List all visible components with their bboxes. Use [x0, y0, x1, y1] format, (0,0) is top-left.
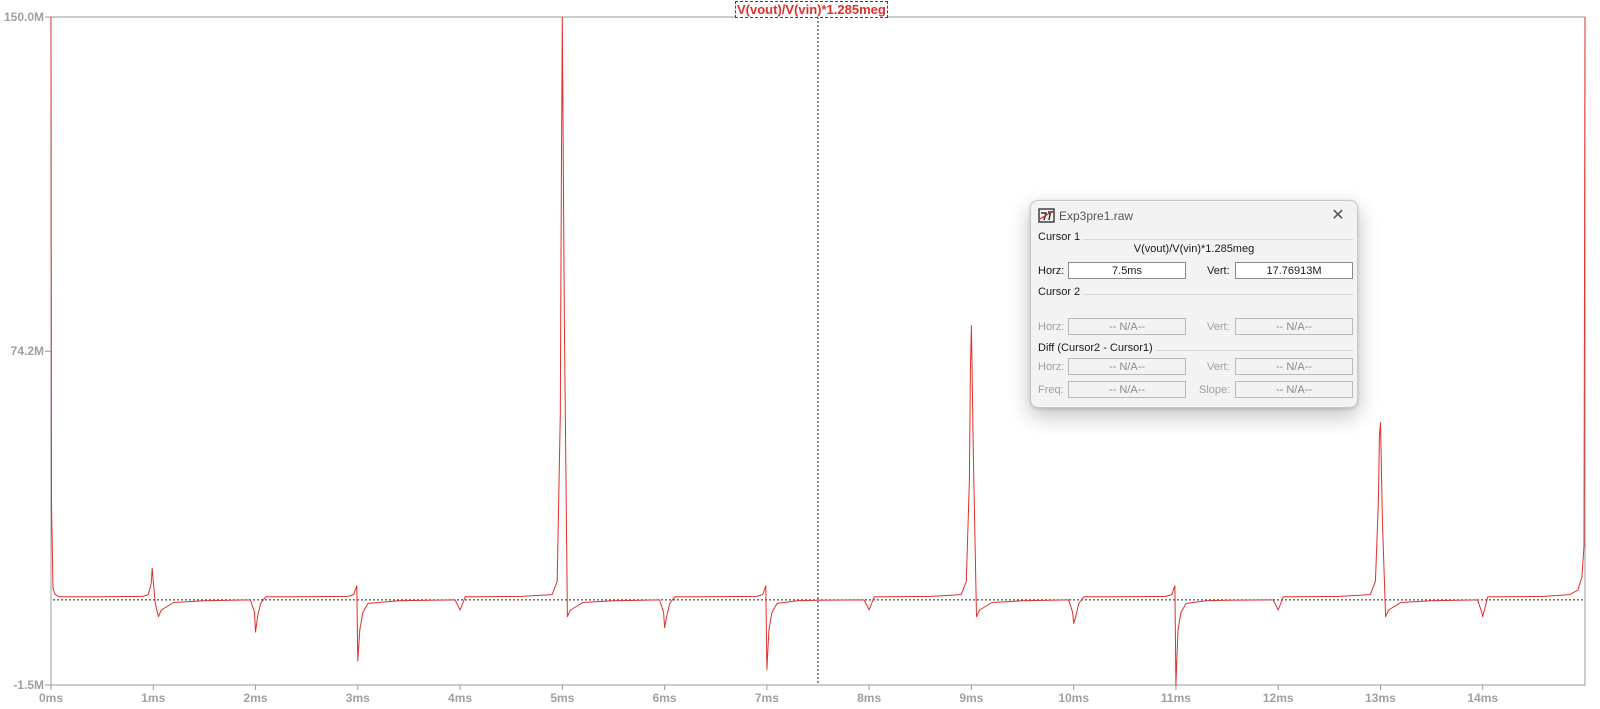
cursor-dialog[interactable]: Exp3pre1.raw ✕ Cursor 1 V(vout)/V(vin)*1… — [1030, 200, 1358, 408]
x-tick-label: 10ms — [1058, 691, 1089, 705]
x-tick-label: 0ms — [39, 691, 63, 705]
cursor1-horz-field[interactable]: 7.5ms — [1068, 262, 1186, 279]
cursor2-group-divider — [1038, 294, 1353, 295]
cursor2-vert-field: -- N/A-- — [1235, 318, 1353, 335]
diff-vert-field: -- N/A-- — [1235, 358, 1353, 375]
cursor1-group-divider — [1038, 239, 1353, 240]
trace-line-0 — [50, 16, 1586, 686]
x-tick-label: 5ms — [550, 691, 574, 705]
cursor1-horz-label: Horz: — [1038, 265, 1065, 277]
diff-group-label: Diff (Cursor2 - Cursor1) — [1038, 342, 1156, 354]
x-tick-label: 2ms — [244, 691, 268, 705]
x-tick-label: 1ms — [141, 691, 165, 705]
x-tick-label: 14ms — [1467, 691, 1498, 705]
diff-freq-label: Freq: — [1038, 384, 1064, 396]
x-tick-label: 11ms — [1161, 691, 1191, 705]
diff-group-divider — [1038, 350, 1353, 351]
dialog-titlebar[interactable]: Exp3pre1.raw ✕ — [1031, 201, 1357, 233]
cursor2-horz-label: Horz: — [1038, 321, 1065, 333]
cursor1-vert-field[interactable]: 17.76913M — [1235, 262, 1353, 279]
diff-horz-field: -- N/A-- — [1068, 358, 1186, 375]
diff-vert-label: Vert: — [1207, 361, 1230, 373]
diff-slope-label: Slope: — [1199, 384, 1231, 396]
cursor2-group-label: Cursor 2 — [1038, 286, 1084, 298]
y-tick-label: 74.2M — [11, 344, 44, 358]
x-tick-label: 6ms — [653, 691, 677, 705]
cursor2-vert-label: Vert: — [1207, 321, 1230, 333]
y-tick-label: 150.0M — [4, 10, 44, 24]
close-icon[interactable]: ✕ — [1331, 207, 1345, 224]
x-tick-label: 3ms — [346, 691, 370, 705]
cursor1-group-label: Cursor 1 — [1038, 231, 1084, 243]
cursor2-horz-field: -- N/A-- — [1068, 318, 1186, 335]
trace-title[interactable]: V(vout)/V(vin)*1.285meg — [735, 1, 888, 18]
x-tick-label: 7ms — [755, 691, 779, 705]
x-tick-label: 12ms — [1263, 691, 1294, 705]
ltspice-app-icon — [1037, 206, 1057, 226]
x-tick-label: 4ms — [448, 691, 472, 705]
y-tick-label: -1.5M — [13, 678, 44, 692]
dialog-title: Exp3pre1.raw — [1059, 209, 1134, 223]
diff-freq-field: -- N/A-- — [1068, 381, 1186, 398]
diff-horz-label: Horz: — [1038, 361, 1065, 373]
cursor1-trace-name: V(vout)/V(vin)*1.285meg — [1133, 243, 1255, 255]
x-tick-label: 9ms — [959, 691, 983, 705]
diff-slope-field: -- N/A-- — [1235, 381, 1353, 398]
x-tick-label: 13ms — [1365, 691, 1396, 705]
x-tick-label: 8ms — [857, 691, 881, 705]
cursor1-vert-label: Vert: — [1207, 265, 1230, 277]
